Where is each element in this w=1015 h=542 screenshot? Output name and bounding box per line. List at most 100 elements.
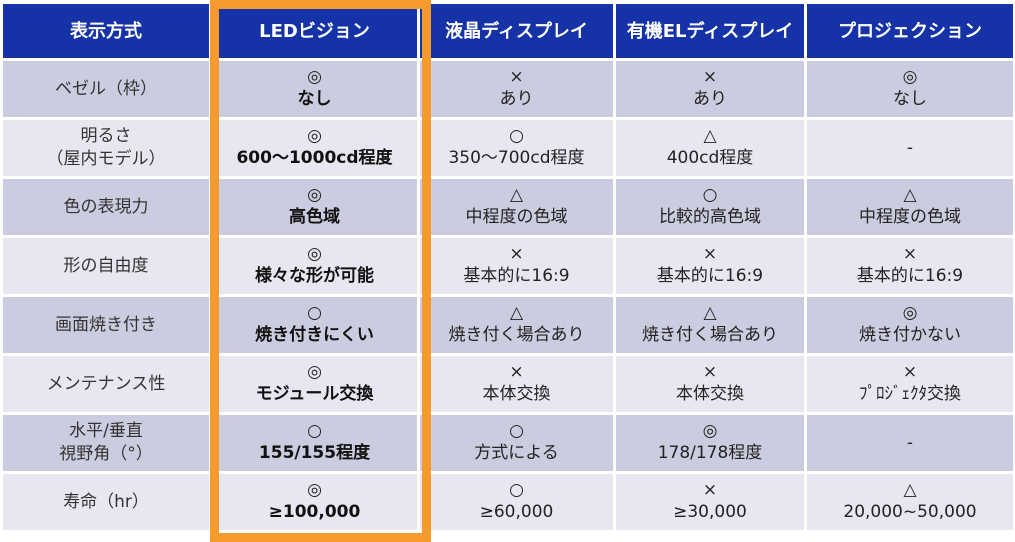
cell-value: なし	[893, 89, 927, 109]
row-label: 形の自由度	[3, 238, 209, 294]
row-label: 水平/垂直 視野角（°）	[3, 415, 209, 471]
rating-symbol-icon: ×	[702, 67, 718, 87]
cell-value: モジュール交換	[255, 384, 374, 404]
table-cell-led: ◎ ≥100,000	[212, 474, 417, 530]
cell-value: -	[906, 432, 914, 453]
row-label-text: ベゼル（枠）	[55, 78, 157, 99]
table-cell-led: ◎ モジュール交換	[212, 356, 417, 412]
cell-value: -	[906, 137, 914, 158]
rating-symbol-icon: ○	[702, 185, 718, 205]
table-cell-lcd: △ 中程度の色域	[420, 179, 613, 235]
table-cell-projection: △ 20,000~50,000	[807, 474, 1013, 530]
table-cell-led: ◎ 様々な形が可能	[212, 238, 417, 294]
table-cell-lcd: ○ 方式による	[420, 415, 613, 471]
row-label: メンテナンス性	[3, 356, 209, 412]
cell-value: 焼き付きにくい	[255, 325, 374, 345]
rating-symbol-icon: ◎	[702, 421, 718, 441]
table-cell-oled: × ≥30,000	[616, 474, 804, 530]
cell-value: 本体交換	[676, 384, 744, 404]
rating-symbol-icon: ○	[509, 126, 524, 146]
comparison-table: 表示方式 LEDビジョン 液晶ディスプレイ 有機ELディスプレイ プロジェクショ…	[3, 4, 1013, 530]
cell-value: 比較的高色域	[659, 207, 761, 227]
cell-value: 178/178程度	[657, 443, 763, 463]
row-label: 色の表現力	[3, 179, 209, 235]
rating-symbol-icon: ○	[509, 421, 524, 441]
header-oled: 有機ELディスプレイ	[616, 4, 804, 58]
table-cell-projection: -	[807, 415, 1013, 471]
header-projection: プロジェクション	[807, 4, 1013, 58]
row-label: 明るさ （屋内モデル）	[3, 120, 209, 176]
cell-value: 本体交換	[482, 384, 551, 404]
rating-symbol-icon: ○	[307, 421, 322, 441]
header-lcd: 液晶ディスプレイ	[420, 4, 613, 58]
table-cell-lcd: × 本体交換	[420, 356, 613, 412]
rating-symbol-icon: ◎	[307, 67, 322, 87]
rating-symbol-icon: ◎	[307, 362, 322, 382]
rating-symbol-icon: ×	[902, 362, 918, 382]
cell-value: 様々な形が可能	[255, 266, 374, 286]
rating-symbol-icon: ◎	[307, 480, 322, 500]
rating-symbol-icon: ×	[509, 244, 524, 264]
cell-value: 600～1000cd程度	[236, 148, 393, 168]
rating-symbol-icon: △	[903, 185, 917, 205]
table-cell-led: ◎ 600～1000cd程度	[212, 120, 417, 176]
rating-symbol-icon: △	[703, 303, 717, 323]
cell-value: 20,000~50,000	[843, 502, 977, 522]
row-label-text: 形の自由度	[63, 255, 149, 276]
table-cell-led: ○ 155/155程度	[212, 415, 417, 471]
rating-symbol-icon: △	[703, 126, 717, 146]
header-display-type: 表示方式	[3, 4, 209, 58]
rating-symbol-icon: ◎	[902, 67, 918, 87]
row-label-text: 寿命（hr）	[63, 491, 149, 512]
rating-symbol-icon: ×	[702, 362, 718, 382]
cell-value: ≥60,000	[479, 502, 554, 522]
rating-symbol-icon: ○	[509, 480, 524, 500]
cell-value: 基本的に16:9	[856, 266, 964, 286]
table-cell-led: ◎ なし	[212, 61, 417, 117]
rating-symbol-icon: ◎	[307, 185, 322, 205]
table-cell-oled: △ 焼き付く場合あり	[616, 297, 804, 353]
table-cell-projection: △ 中程度の色域	[807, 179, 1013, 235]
table-cell-oled: ◎ 178/178程度	[616, 415, 804, 471]
rating-symbol-icon: △	[509, 303, 524, 323]
cell-value: 焼き付かない	[859, 325, 961, 345]
table-cell-lcd: △ 焼き付く場合あり	[420, 297, 613, 353]
row-label-text: 画面焼き付き	[55, 314, 157, 335]
cell-value: 中程度の色域	[859, 207, 961, 227]
table-cell-led: ◎ 高色域	[212, 179, 417, 235]
cell-value: ﾌﾟﾛｼﾞｪｸﾀ交換	[859, 384, 961, 404]
table-cell-oled: △ 400cd程度	[616, 120, 804, 176]
table-cell-oled: ○ 比較的高色域	[616, 179, 804, 235]
table-cell-projection: ◎ 焼き付かない	[807, 297, 1013, 353]
row-label-text: 明るさ （屋内モデル）	[46, 126, 166, 169]
header-led-vision: LEDビジョン	[212, 4, 417, 58]
row-label: 寿命（hr）	[3, 474, 209, 530]
cell-value: あり	[693, 89, 727, 109]
cell-value: 350～700cd程度	[448, 148, 585, 168]
rating-symbol-icon: ×	[902, 244, 918, 264]
table-cell-projection: -	[807, 120, 1013, 176]
table-cell-projection: ◎ なし	[807, 61, 1013, 117]
rating-symbol-icon: △	[903, 480, 917, 500]
cell-value: 焼き付く場合あり	[642, 325, 778, 345]
table-cell-oled: × あり	[616, 61, 804, 117]
rating-symbol-icon: ×	[509, 67, 524, 87]
cell-value: 400cd程度	[666, 148, 754, 168]
cell-value: あり	[499, 89, 534, 109]
table-cell-lcd: ○ ≥60,000	[420, 474, 613, 530]
cell-value: 基本的に16:9	[656, 266, 764, 286]
rating-symbol-icon: ×	[702, 480, 718, 500]
cell-value: ≥30,000	[673, 502, 747, 522]
rating-symbol-icon: ×	[702, 244, 718, 264]
table-cell-lcd: × あり	[420, 61, 613, 117]
table-cell-oled: × 基本的に16:9	[616, 238, 804, 294]
cell-value: 焼き付く場合あり	[448, 325, 585, 345]
rating-symbol-icon: ×	[509, 362, 524, 382]
cell-value: 方式による	[474, 443, 559, 463]
table-cell-lcd: ○ 350～700cd程度	[420, 120, 613, 176]
cell-value: なし	[297, 89, 332, 109]
table-cell-projection: × ﾌﾟﾛｼﾞｪｸﾀ交換	[807, 356, 1013, 412]
table-cell-led: ○ 焼き付きにくい	[212, 297, 417, 353]
row-label: ベゼル（枠）	[3, 61, 209, 117]
rating-symbol-icon: ◎	[307, 126, 322, 146]
